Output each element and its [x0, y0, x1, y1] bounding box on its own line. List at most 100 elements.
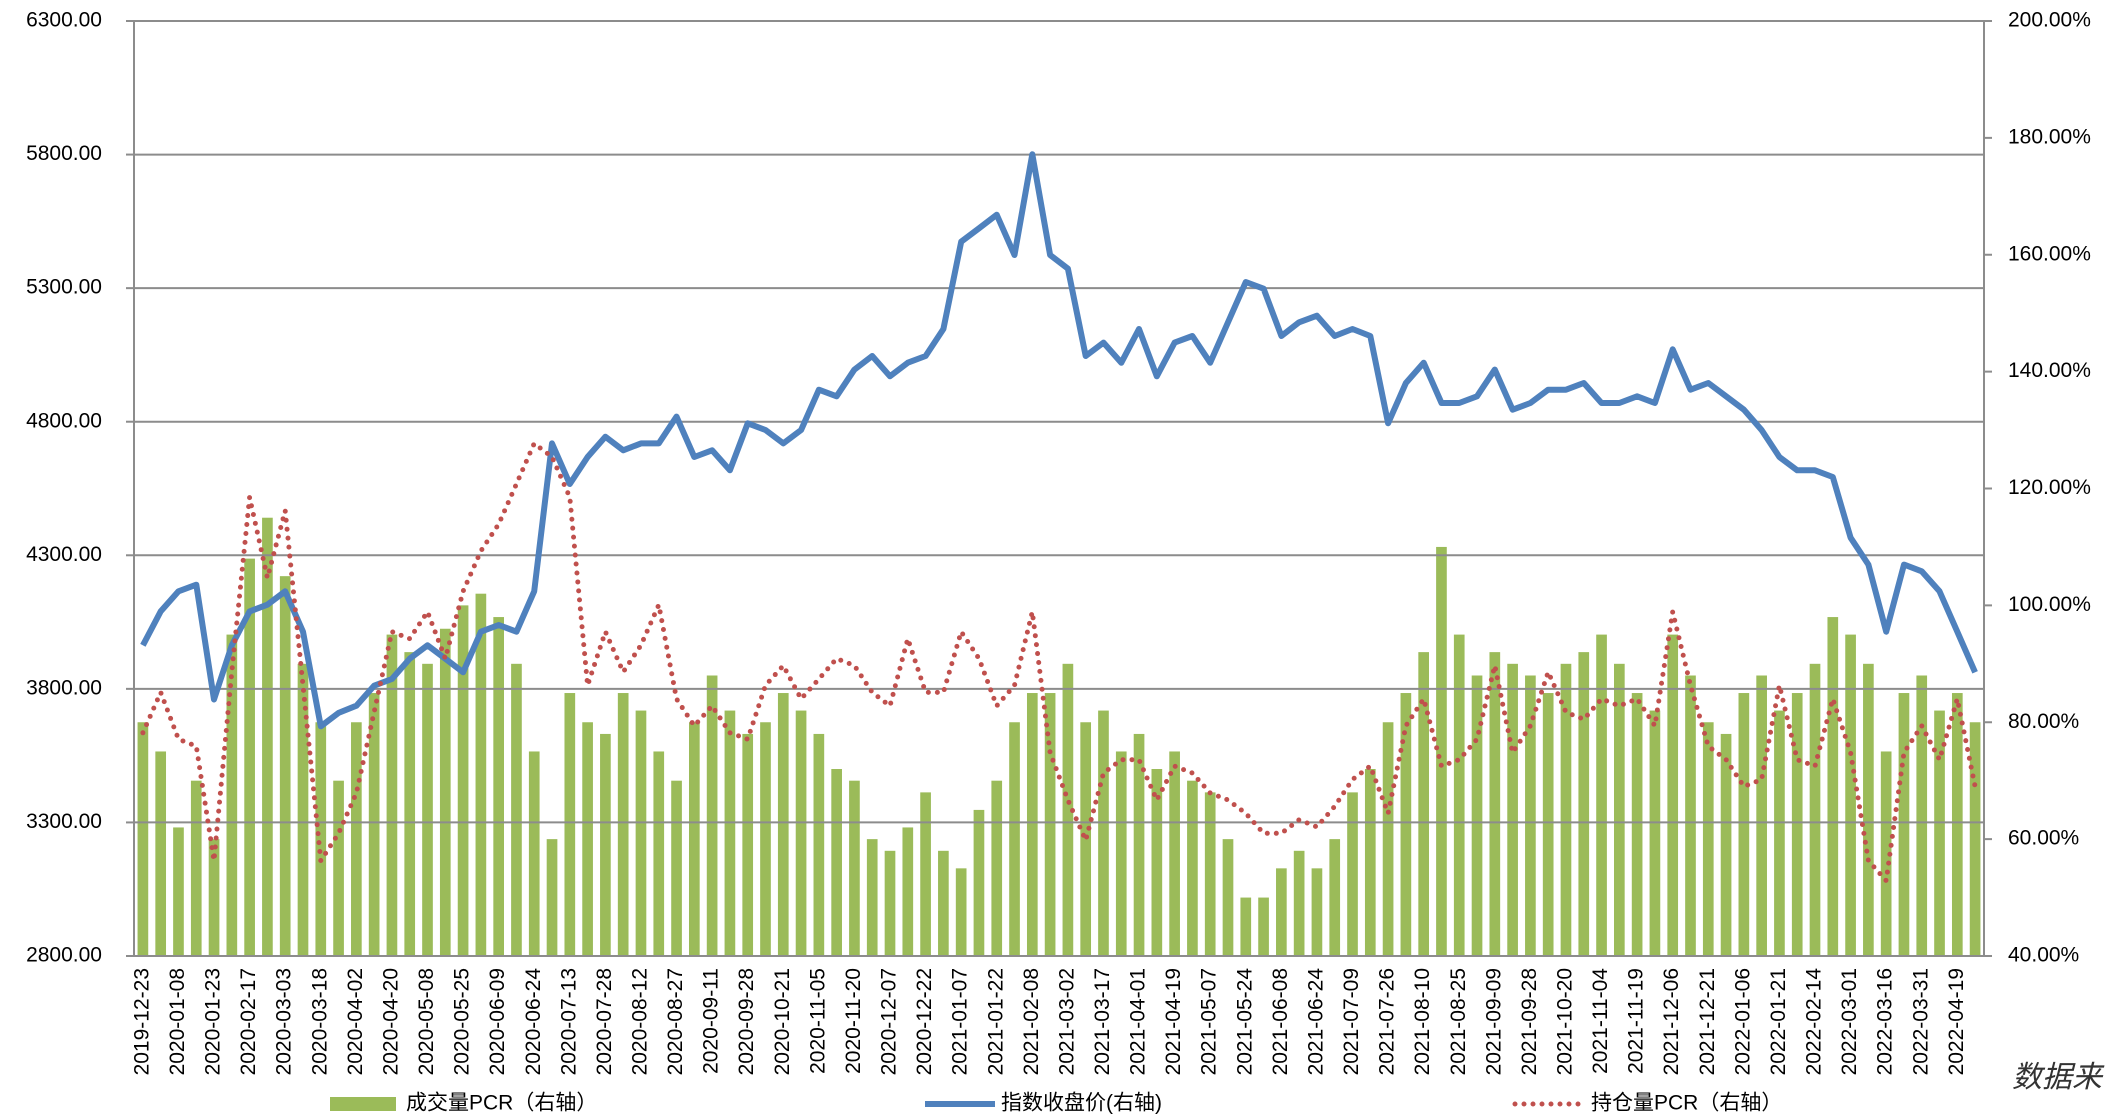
bar — [1240, 897, 1252, 956]
x-tick-label: 2022-01-06 — [1731, 968, 1754, 1075]
bar — [1364, 769, 1376, 956]
x-tick-label: 2020-07-28 — [593, 968, 616, 1075]
x-tick-label: 2020-05-08 — [415, 968, 438, 1075]
x-tick-label: 2022-02-14 — [1803, 968, 1826, 1076]
x-tick-label: 2021-09-28 — [1518, 968, 1541, 1075]
bar — [1720, 733, 1732, 956]
x-tick-label: 2020-08-27 — [664, 968, 687, 1075]
bar — [1169, 751, 1180, 956]
bar — [831, 769, 842, 956]
bar — [493, 617, 504, 956]
bar — [955, 868, 967, 956]
x-tick-label: 2020-12-22 — [913, 968, 936, 1075]
bar — [1133, 733, 1145, 956]
legend-label: 指数收盘价(右轴) — [1001, 1092, 1162, 1115]
bar — [333, 780, 344, 956]
bar — [1614, 663, 1625, 956]
y-tick-label: 4800.00 — [26, 409, 102, 432]
y2-tick-label: 40.00% — [2008, 944, 2079, 967]
x-tick-label: 2020-09-11 — [700, 968, 723, 1074]
bar — [973, 809, 985, 956]
x-tick-label: 2020-02-17 — [237, 968, 260, 1075]
bar — [1827, 617, 1839, 956]
bar — [1276, 868, 1287, 956]
bar — [1898, 693, 1910, 956]
bar — [1578, 652, 1590, 956]
x-tick-label: 2021-04-19 — [1162, 968, 1185, 1075]
x-tick-label: 2021-01-22 — [984, 968, 1007, 1075]
y-tick-label: 5300.00 — [26, 276, 102, 299]
bar — [813, 733, 825, 956]
bar — [1845, 634, 1856, 956]
bar — [671, 780, 682, 956]
bar — [386, 634, 398, 956]
bar — [1311, 868, 1323, 956]
watermark: 数据来 — [2012, 1061, 2105, 1094]
bar — [635, 710, 647, 956]
bar — [1649, 710, 1661, 956]
bar — [1418, 652, 1429, 956]
bar — [1329, 839, 1341, 956]
bar — [600, 733, 611, 956]
bar — [1026, 693, 1038, 956]
bar — [938, 850, 949, 956]
bar — [1791, 693, 1803, 956]
x-tick-label: 2022-03-16 — [1874, 968, 1897, 1075]
x-tick-label: 2021-03-17 — [1091, 968, 1114, 1075]
bar — [777, 693, 789, 956]
x-tick-label: 2021-07-26 — [1376, 968, 1399, 1075]
bar — [155, 751, 167, 956]
bar — [1951, 693, 1963, 956]
x-tick-label: 2020-10-21 — [771, 968, 794, 1075]
x-tick-label: 2021-07-09 — [1340, 968, 1363, 1075]
x-tick-label: 2020-06-24 — [522, 968, 545, 1076]
bar — [457, 605, 469, 956]
bar — [368, 693, 380, 956]
bar — [1436, 546, 1447, 956]
bar — [1702, 722, 1714, 956]
x-tick-label: 2020-04-20 — [379, 968, 402, 1075]
bars — [137, 517, 1981, 956]
bar — [404, 652, 416, 956]
bar — [511, 663, 522, 956]
bar — [1204, 792, 1216, 956]
x-tick-label: 2020-01-23 — [202, 968, 225, 1075]
x-tick-label: 2020-11-05 — [806, 968, 829, 1074]
bar — [1809, 663, 1821, 956]
bar — [1934, 710, 1945, 956]
bar — [795, 710, 807, 956]
bar — [617, 693, 629, 956]
x-tick-label: 2021-12-06 — [1660, 968, 1683, 1075]
bar — [653, 751, 665, 956]
bar — [582, 722, 593, 956]
bar — [244, 558, 255, 956]
bar — [1115, 751, 1127, 956]
bar — [422, 663, 433, 956]
x-tick-label: 2020-05-25 — [451, 968, 474, 1075]
bar — [1667, 634, 1679, 956]
x-tick-label: 2021-10-20 — [1554, 968, 1577, 1075]
bar — [1916, 675, 1928, 956]
bar — [1222, 839, 1234, 956]
bar — [137, 722, 149, 956]
x-tick-label: 2020-11-20 — [842, 968, 865, 1074]
bar — [1098, 710, 1109, 956]
x-tick-label: 2021-12-21 — [1696, 968, 1719, 1075]
x-tick-label: 2021-03-02 — [1055, 968, 1078, 1075]
x-tick-label: 2021-08-25 — [1447, 968, 1470, 1075]
bar — [315, 722, 327, 956]
bar — [1525, 675, 1536, 956]
bar — [991, 780, 1003, 956]
line — [140, 151, 1978, 730]
x-tick-label: 2021-11-19 — [1625, 968, 1648, 1074]
x-tick-label: 2022-03-01 — [1838, 968, 1861, 1075]
x-tick-label: 2022-01-21 — [1767, 968, 1790, 1075]
bar — [173, 827, 184, 956]
bar — [1489, 652, 1501, 956]
bar — [528, 751, 540, 956]
legend-swatch — [330, 1097, 396, 1111]
bar — [866, 839, 878, 956]
bar — [760, 722, 771, 956]
bar — [1453, 634, 1465, 956]
